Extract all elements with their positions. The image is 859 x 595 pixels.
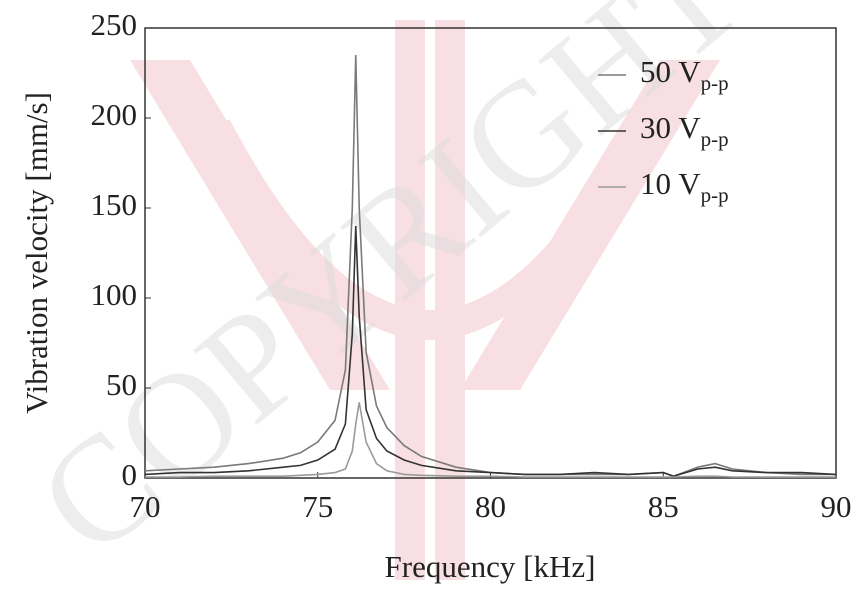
legend-name: 10 V xyxy=(640,166,701,201)
series-line xyxy=(144,225,837,478)
legend-name: 50 V xyxy=(640,54,701,89)
y-tick-label: 150 xyxy=(91,187,138,222)
x-tick-label: 75 xyxy=(302,489,333,524)
y-tick-label: 0 xyxy=(122,457,138,492)
y-tick-label: 100 xyxy=(91,277,138,312)
x-tick-label: 85 xyxy=(648,489,679,524)
y-tick-label: 50 xyxy=(106,367,137,402)
watermark-logo xyxy=(130,20,720,580)
x-tick-label: 90 xyxy=(821,489,852,524)
legend-subscript: p-p xyxy=(701,183,729,207)
y-tick-label: 250 xyxy=(91,7,138,42)
legend-subscript: p-p xyxy=(701,127,729,151)
y-tick-label: 200 xyxy=(91,97,138,132)
legend-label: 30 Vp-p xyxy=(640,110,729,151)
legend-label: 50 Vp-p xyxy=(640,54,729,95)
legend-label: 10 Vp-p xyxy=(640,166,729,207)
y-axis-title: Vibration velocity [mm/s] xyxy=(19,92,54,414)
x-axis-title: Frequency [kHz] xyxy=(385,549,596,584)
legend-name: 30 V xyxy=(640,110,701,145)
series-line xyxy=(144,54,836,478)
x-tick-label: 80 xyxy=(475,489,506,524)
legend-subscript: p-p xyxy=(701,71,729,95)
x-tick-label: 70 xyxy=(130,489,161,524)
series-line xyxy=(145,402,836,478)
